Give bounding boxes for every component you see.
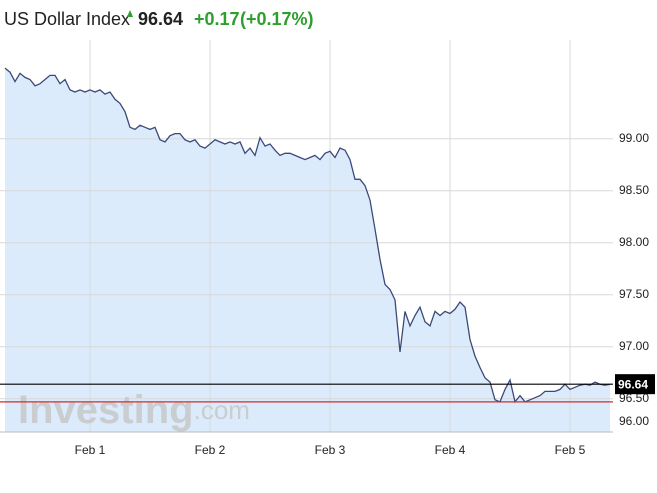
watermark-suffix: .com [194, 395, 250, 425]
area [5, 68, 610, 432]
price-box [615, 374, 655, 395]
watermark: Investing.com [18, 388, 250, 432]
up-arrow [127, 10, 133, 17]
x-tick-label: Feb 1 [75, 443, 106, 457]
change: +0.17 [194, 9, 240, 29]
x-tick-label: Feb 5 [555, 443, 586, 457]
x-tick-label: Feb 4 [435, 443, 466, 457]
y-tick-label: 97.50 [619, 287, 649, 301]
y-tick-label: 97.00 [619, 339, 649, 353]
x-tick-label: Feb 3 [315, 443, 346, 457]
y-tick-label: 96.00 [619, 414, 649, 428]
line [4, 67, 611, 404]
chart-title: US Dollar Index [4, 9, 130, 29]
y-tick-label: 99.00 [619, 131, 649, 145]
x-tick-label: Feb 2 [195, 443, 226, 457]
price-box-label: 96.64 [618, 377, 648, 391]
change-percent: (+0.17%) [240, 9, 314, 29]
y-tick-label: 96.50 [619, 391, 649, 405]
y-tick-label: 98.00 [619, 235, 649, 249]
y-tick-label: 98.50 [619, 183, 649, 197]
watermark-brand: Investing [18, 388, 194, 432]
price: 96.64 [138, 9, 183, 29]
